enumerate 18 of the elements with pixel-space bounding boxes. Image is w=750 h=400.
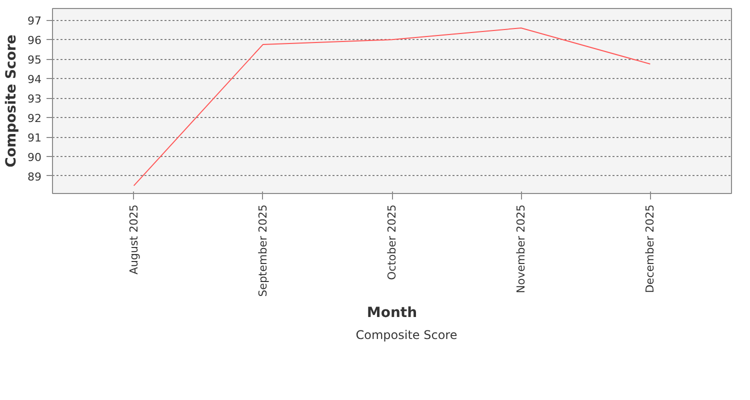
x-tick-label: September 2025 xyxy=(256,204,270,297)
y-tick-label: 89 xyxy=(28,170,42,184)
y-tick-label: 96 xyxy=(28,34,42,48)
y-tick-label: 91 xyxy=(28,132,42,145)
y-tick-label: 94 xyxy=(28,73,42,86)
x-tick-label: October 2025 xyxy=(386,204,398,280)
y-tick-label: 97 xyxy=(28,14,42,28)
line-series xyxy=(133,27,651,186)
y-tick-label: 92 xyxy=(28,112,42,126)
y-tick-label: 93 xyxy=(28,92,42,106)
text: Composite Score xyxy=(356,328,458,342)
x-tick-label: November 2025 xyxy=(514,204,528,294)
y-tick-label: 90 xyxy=(28,151,42,164)
x-tick-label: December 2025 xyxy=(644,204,657,294)
x-axis-title: Month xyxy=(366,304,418,321)
y-axis-title: Composite Score xyxy=(4,34,20,168)
y-tick-label: 95 xyxy=(28,54,42,67)
x-tick-label: August 2025 xyxy=(127,204,140,274)
